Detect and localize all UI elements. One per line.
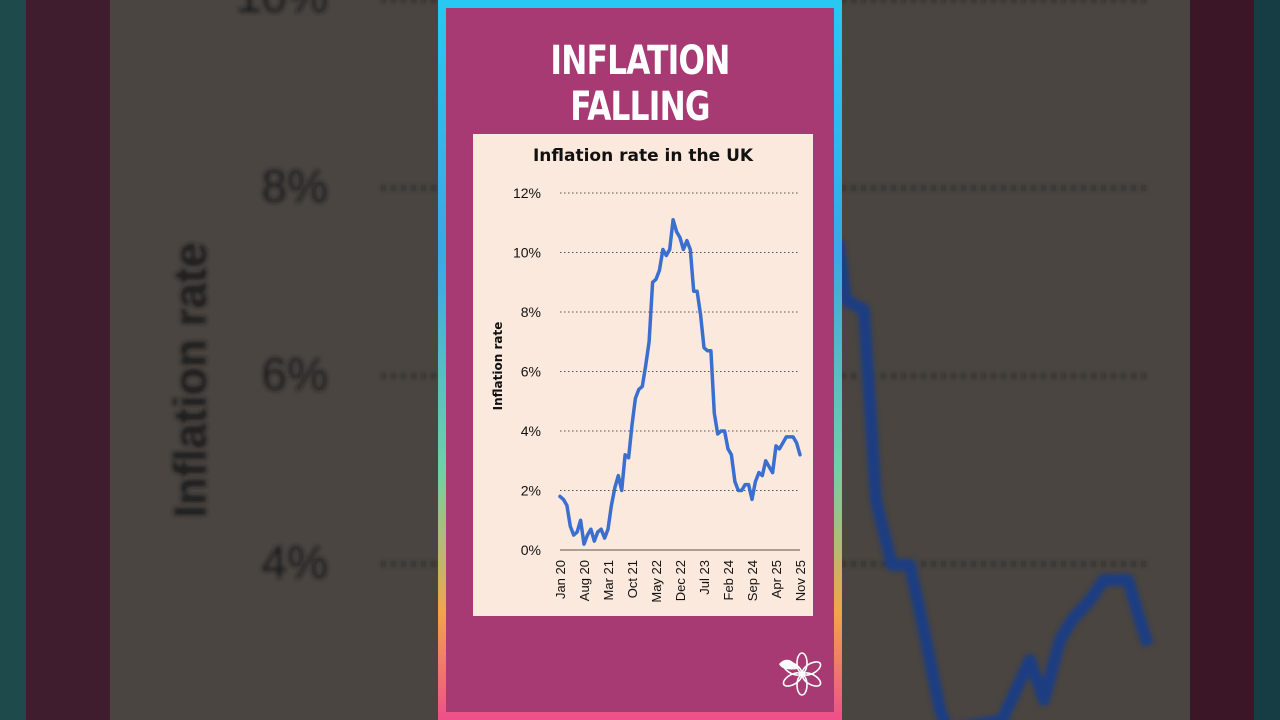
x-tick-label: May 22 [649,560,664,603]
line-chart: 0% 2% 4% 6% 8% 10% 12% Inflation rate Jan 20 Au… [491,185,808,603]
x-tick-label: Apr 25 [769,560,784,598]
y-axis-label: Inflation rate [491,322,505,411]
y-tick-label: 8% [521,304,541,320]
x-tick-label: Feb 24 [721,560,736,600]
series-lines [558,218,802,546]
story-card: INFLATION FALLING Inflation rate in the … [446,8,834,712]
svg-text:10%: 10% [236,0,328,22]
y-tick-label: 0% [521,542,541,558]
y-tick-label: 12% [513,185,541,201]
y-tick-label: 6% [521,364,541,380]
y-tick-labels: 0% 2% 4% 6% 8% 10% 12% [513,185,541,558]
x-tick-labels: Jan 20 Aug 20 Mar 21 Oct 21 May 22 Dec 22 Jul … [553,560,808,603]
chart-title: Inflation rate in the UK [532,146,754,166]
x-tick-label: Jan 20 [553,560,568,599]
svg-text:Inflation rate: Inflation rate [164,242,216,518]
x-tick-label: Mar 21 [601,560,616,600]
x-tick-label: Jul 23 [697,560,712,595]
y-tick-label: 10% [513,245,541,261]
x-tick-label: Dec 22 [673,560,688,601]
x-tick-label: Aug 20 [577,560,592,601]
x-tick-label: Nov 25 [793,560,808,601]
headline: INFLATION FALLING [550,38,730,130]
x-tick-label: Sep 24 [745,560,760,601]
x-tick-label: Oct 21 [625,560,640,598]
flower-logo-icon [779,652,822,696]
series-line [558,218,802,546]
chart-panel: Inflation rate in the UK 0% 2% 4% 6% 8% 10% 12… [473,134,813,616]
y-tick-label: 4% [521,423,541,439]
gridlines [560,192,800,551]
svg-text:6%: 6% [262,348,328,400]
y-tick-label: 2% [521,483,541,499]
svg-text:8%: 8% [262,160,328,212]
svg-text:4%: 4% [262,536,328,588]
